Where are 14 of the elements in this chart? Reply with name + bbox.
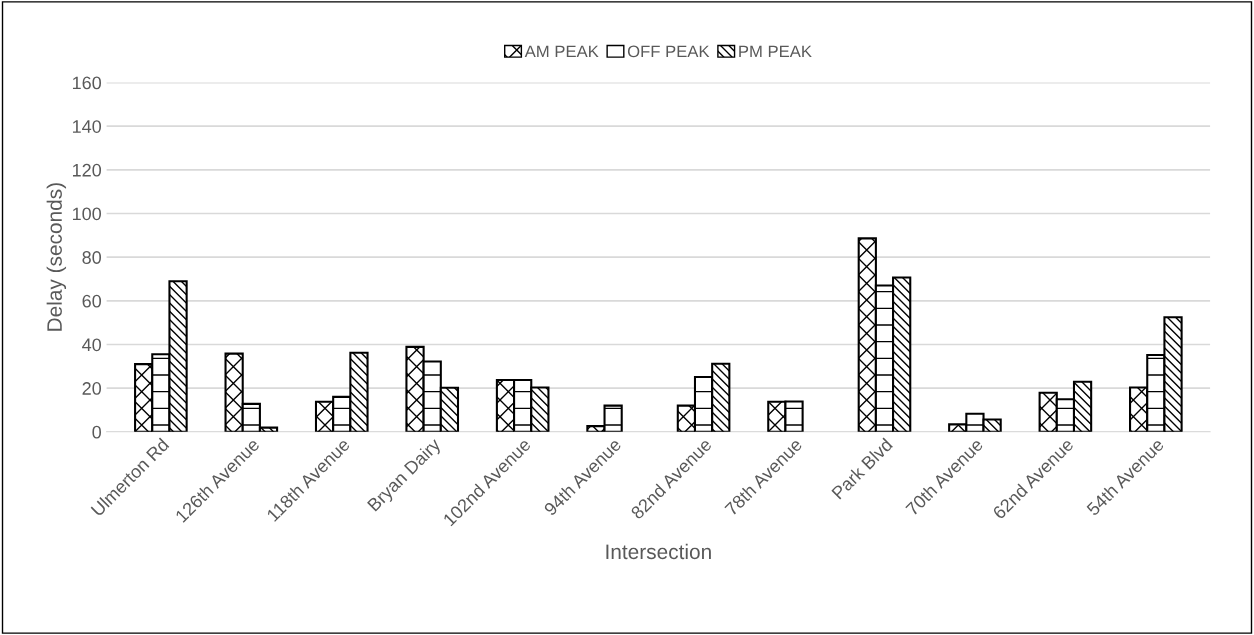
y-tick-label: 160: [72, 76, 102, 90]
legend-label: PM PEAK: [739, 45, 812, 58]
y-tick-label: 20: [82, 382, 102, 395]
y-axis-title: Delay (seconds): [46, 183, 67, 331]
y-tick-label: 140: [72, 120, 102, 133]
legend-label: AM PEAK: [524, 45, 599, 58]
y-tick-label: 60: [82, 294, 102, 308]
y-tick-label: 0: [92, 425, 102, 439]
y-tick-label: 40: [82, 338, 102, 352]
legend-label: OFF PEAK: [627, 45, 710, 58]
x-axis-title: Intersection: [606, 543, 711, 560]
y-tick-label: 100: [72, 207, 102, 221]
y-tick-label: 120: [72, 163, 102, 177]
y-tick-label: 80: [82, 251, 102, 264]
